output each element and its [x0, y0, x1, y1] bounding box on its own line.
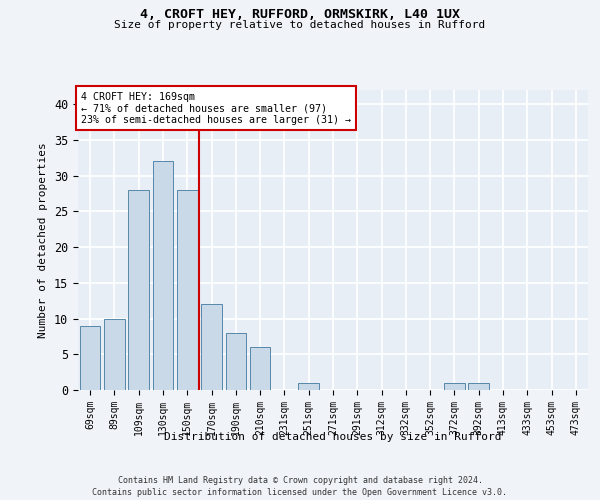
Bar: [444, 383, 465, 390]
Text: Size of property relative to detached houses in Rufford: Size of property relative to detached ho…: [115, 20, 485, 30]
Bar: [469, 383, 489, 390]
Text: Contains HM Land Registry data © Crown copyright and database right 2024.: Contains HM Land Registry data © Crown c…: [118, 476, 482, 485]
Bar: [298, 383, 319, 390]
Text: Distribution of detached houses by size in Rufford: Distribution of detached houses by size …: [164, 432, 502, 442]
Text: Contains public sector information licensed under the Open Government Licence v3: Contains public sector information licen…: [92, 488, 508, 497]
Text: 4 CROFT HEY: 169sqm
← 71% of detached houses are smaller (97)
23% of semi-detach: 4 CROFT HEY: 169sqm ← 71% of detached ho…: [80, 92, 350, 124]
Bar: [201, 304, 222, 390]
Y-axis label: Number of detached properties: Number of detached properties: [38, 142, 49, 338]
Bar: [128, 190, 149, 390]
Bar: [250, 347, 271, 390]
Bar: [177, 190, 197, 390]
Text: 4, CROFT HEY, RUFFORD, ORMSKIRK, L40 1UX: 4, CROFT HEY, RUFFORD, ORMSKIRK, L40 1UX: [140, 8, 460, 20]
Bar: [80, 326, 100, 390]
Bar: [152, 162, 173, 390]
Bar: [104, 318, 125, 390]
Bar: [226, 333, 246, 390]
